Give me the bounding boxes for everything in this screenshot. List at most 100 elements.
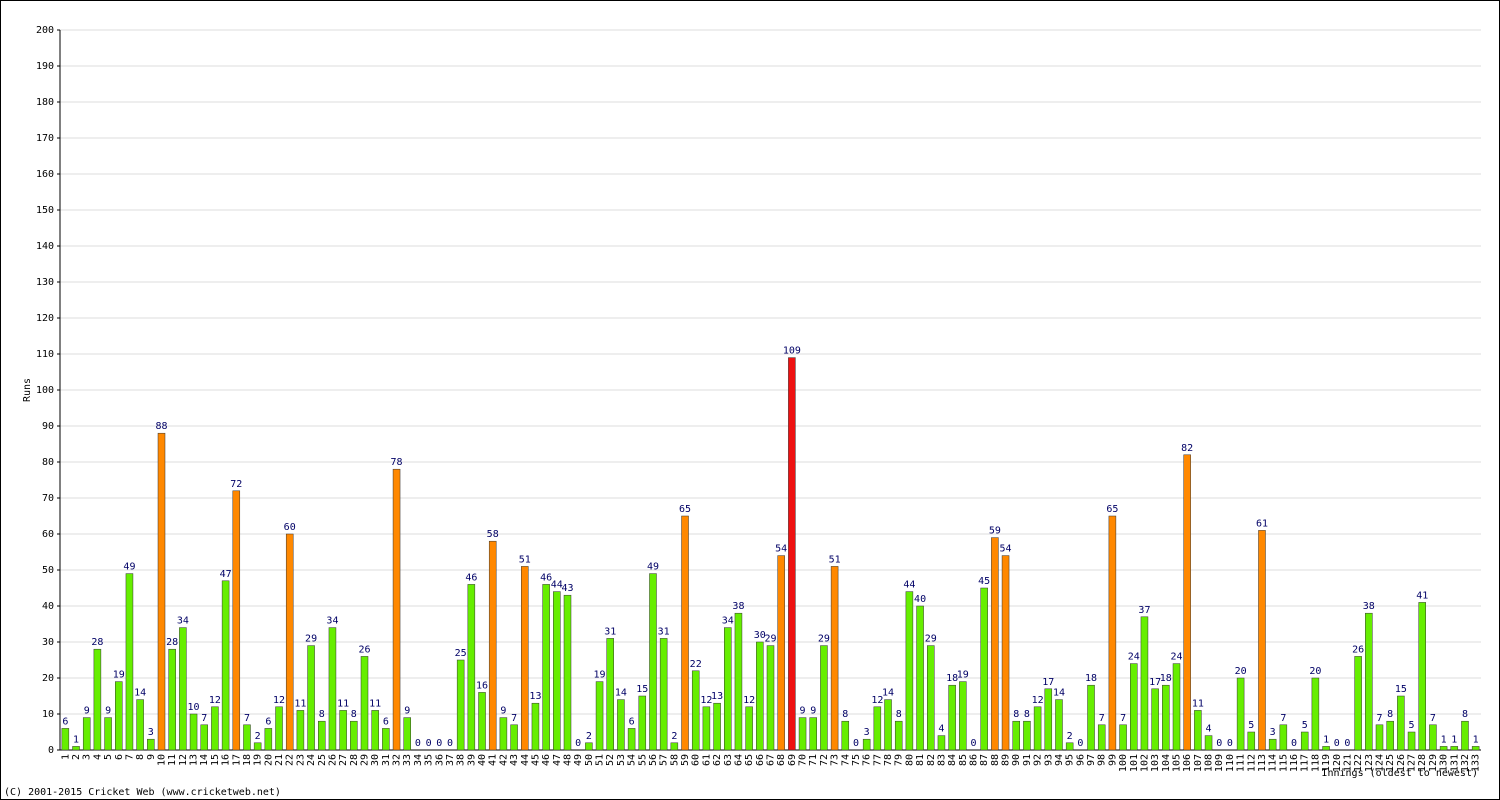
x-tick-label: 98	[1097, 754, 1108, 766]
value-label: 47	[220, 569, 232, 580]
bar	[916, 605, 924, 751]
y-tick-label: 90	[42, 421, 54, 432]
value-label: 12	[700, 695, 712, 706]
x-tick-label: 35	[424, 754, 435, 766]
x-tick-label: 86	[969, 754, 980, 766]
x-tick-label: 133	[1471, 754, 1482, 772]
x-tick-label: 111	[1236, 754, 1247, 772]
bar	[894, 720, 903, 751]
value-label: 8	[842, 709, 848, 720]
bar	[1033, 706, 1042, 751]
bar	[1001, 555, 1010, 751]
x-tick-label: 34	[413, 754, 424, 766]
value-label: 12	[1032, 695, 1044, 706]
bar	[1151, 688, 1159, 751]
bar	[649, 573, 657, 751]
bar	[820, 645, 828, 751]
value-label: 34	[722, 616, 734, 627]
value-label: 18	[1085, 673, 1097, 684]
x-tick-label: 1	[60, 754, 71, 760]
bar	[777, 555, 785, 751]
y-tick-label: 40	[42, 601, 54, 612]
value-label: 2	[671, 731, 677, 742]
value-label: 11	[337, 698, 349, 709]
value-label: 24	[1170, 652, 1182, 663]
value-label: 29	[764, 634, 776, 645]
bar	[991, 537, 999, 751]
x-tick-label: 19	[253, 754, 264, 766]
bar	[585, 742, 593, 751]
x-tick-label: 122	[1353, 754, 1364, 772]
value-label: 51	[519, 554, 531, 565]
x-tick-label: 57	[659, 754, 670, 766]
y-tick-label: 190	[36, 61, 54, 72]
y-tick-label: 20	[42, 673, 54, 684]
value-label: 28	[91, 637, 103, 648]
x-tick-label: 55	[637, 754, 648, 766]
x-tick-label: 27	[338, 754, 349, 766]
x-tick-label: 46	[541, 754, 552, 766]
x-tick-label: 54	[627, 754, 638, 766]
value-label: 88	[155, 421, 167, 432]
value-label: 0	[1077, 738, 1083, 749]
bar	[82, 717, 91, 751]
value-label: 31	[658, 626, 670, 637]
value-label: 2	[1067, 731, 1073, 742]
value-label: 54	[775, 544, 787, 555]
bar	[1386, 720, 1394, 751]
bar	[478, 692, 486, 751]
x-tick-label: 23	[295, 754, 306, 766]
bar	[147, 738, 155, 751]
x-tick-label: 43	[509, 754, 520, 766]
x-tick-label: 53	[616, 754, 627, 766]
bar	[1194, 710, 1202, 751]
x-tick-label: 64	[733, 754, 744, 766]
bar	[1130, 663, 1138, 751]
bar	[1055, 699, 1063, 751]
x-tick-label: 11	[167, 754, 178, 766]
x-tick-label: 60	[691, 754, 702, 766]
x-tick-label: 47	[552, 754, 563, 766]
bar	[1439, 746, 1448, 751]
bar	[766, 645, 775, 751]
bar	[232, 490, 241, 751]
y-tick-label: 110	[36, 349, 54, 360]
x-tick-label: 9	[146, 754, 157, 760]
value-label: 0	[853, 738, 859, 749]
bar	[318, 720, 326, 751]
y-tick-label: 80	[42, 457, 54, 468]
bar	[1300, 731, 1309, 751]
bar	[691, 670, 700, 751]
x-tick-label: 88	[990, 754, 1001, 766]
value-label: 8	[351, 709, 357, 720]
bar	[211, 706, 219, 751]
x-tick-label: 99	[1107, 754, 1118, 766]
bar	[1354, 656, 1362, 751]
x-tick-label: 6	[114, 754, 125, 760]
value-label: 59	[989, 526, 1001, 537]
value-label: 9	[105, 706, 111, 717]
footer: (C) 2001-2015 Cricket Web (www.cricketwe…	[4, 787, 281, 798]
value-label: 7	[1430, 713, 1436, 724]
value-label: 12	[209, 695, 221, 706]
x-tick-label: 52	[605, 754, 616, 766]
bar	[948, 684, 956, 751]
bar	[1247, 731, 1256, 751]
value-label: 11	[1192, 698, 1204, 709]
value-label: 1	[1473, 734, 1479, 745]
value-label: 46	[540, 572, 552, 583]
bar	[179, 627, 187, 751]
value-label: 1	[1451, 734, 1457, 745]
bar	[659, 638, 668, 751]
x-tick-label: 48	[563, 754, 574, 766]
x-tick-label: 127	[1407, 754, 1418, 772]
value-label: 34	[326, 616, 338, 627]
bar	[168, 648, 176, 751]
x-tick-label: 123	[1364, 754, 1375, 772]
value-label: 13	[529, 691, 541, 702]
x-tick-label: 115	[1278, 754, 1289, 772]
x-tick-label: 107	[1193, 754, 1204, 772]
x-tick-label: 118	[1310, 754, 1321, 772]
value-label: 0	[1344, 738, 1350, 749]
